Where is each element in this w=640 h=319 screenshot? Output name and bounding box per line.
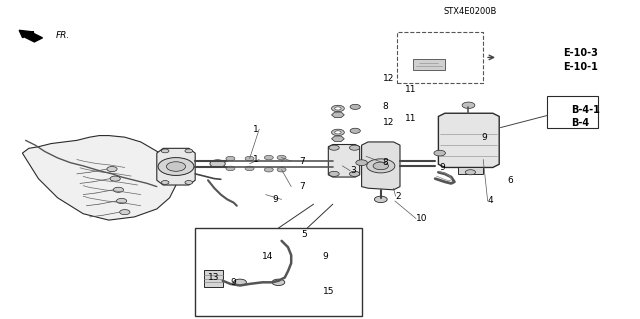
- Circle shape: [332, 129, 344, 136]
- Text: 7: 7: [299, 157, 305, 166]
- Circle shape: [234, 279, 246, 286]
- Text: STX4E0200B: STX4E0200B: [444, 7, 497, 16]
- Circle shape: [107, 167, 117, 172]
- Circle shape: [166, 162, 186, 171]
- Text: 1: 1: [253, 125, 259, 134]
- Circle shape: [264, 167, 273, 172]
- Bar: [547, 96, 598, 128]
- Polygon shape: [157, 148, 195, 185]
- Text: 9: 9: [322, 252, 328, 261]
- Text: 9: 9: [230, 278, 236, 287]
- FancyArrow shape: [19, 30, 42, 42]
- Circle shape: [158, 158, 194, 175]
- Circle shape: [332, 105, 344, 112]
- Circle shape: [120, 210, 130, 215]
- Circle shape: [185, 181, 193, 184]
- Circle shape: [329, 171, 339, 176]
- Circle shape: [374, 196, 387, 203]
- Circle shape: [462, 102, 475, 108]
- Text: 11: 11: [405, 114, 417, 122]
- Bar: [413, 59, 445, 70]
- Text: 7: 7: [299, 182, 305, 191]
- Circle shape: [272, 279, 285, 286]
- Text: B-4: B-4: [571, 118, 589, 128]
- Circle shape: [116, 198, 127, 204]
- Circle shape: [226, 156, 235, 161]
- Circle shape: [349, 171, 360, 176]
- Circle shape: [264, 155, 273, 160]
- Circle shape: [245, 166, 254, 171]
- Text: 15: 15: [323, 287, 335, 296]
- Text: 3: 3: [350, 166, 356, 175]
- Bar: [204, 270, 223, 287]
- Text: 1: 1: [253, 155, 259, 164]
- Text: E-10-3: E-10-3: [563, 48, 598, 58]
- Text: 13: 13: [208, 273, 220, 282]
- Text: 8: 8: [383, 102, 388, 111]
- Circle shape: [350, 128, 360, 133]
- Circle shape: [161, 149, 169, 153]
- Circle shape: [349, 145, 360, 150]
- Circle shape: [335, 107, 341, 110]
- Circle shape: [350, 104, 360, 109]
- Circle shape: [465, 170, 476, 175]
- Circle shape: [226, 166, 235, 171]
- Text: 9: 9: [481, 133, 487, 142]
- Polygon shape: [22, 136, 176, 220]
- Circle shape: [277, 167, 286, 172]
- Text: 10: 10: [416, 214, 428, 223]
- Text: 8: 8: [383, 158, 388, 167]
- Text: 9: 9: [272, 195, 278, 204]
- Polygon shape: [332, 136, 344, 142]
- Bar: [195, 228, 362, 316]
- Polygon shape: [332, 112, 344, 118]
- Circle shape: [185, 149, 193, 153]
- Bar: [458, 167, 483, 174]
- Polygon shape: [362, 142, 400, 190]
- Text: E-10-1: E-10-1: [563, 62, 598, 72]
- Text: FR.: FR.: [56, 31, 70, 40]
- Circle shape: [277, 155, 286, 160]
- Circle shape: [335, 131, 341, 134]
- Circle shape: [329, 145, 339, 150]
- Circle shape: [434, 150, 445, 156]
- Text: 9: 9: [440, 163, 445, 172]
- Circle shape: [110, 176, 120, 181]
- Text: B-4-1: B-4-1: [571, 105, 600, 115]
- Text: 5: 5: [301, 230, 307, 239]
- Polygon shape: [328, 145, 360, 177]
- Text: 11: 11: [405, 85, 417, 94]
- Text: 2: 2: [396, 192, 401, 201]
- Circle shape: [113, 187, 124, 192]
- Circle shape: [356, 160, 367, 166]
- Circle shape: [210, 160, 225, 167]
- Circle shape: [161, 181, 169, 184]
- Circle shape: [245, 156, 254, 161]
- Text: 6: 6: [508, 176, 513, 185]
- Text: 12: 12: [383, 74, 394, 83]
- Polygon shape: [438, 113, 499, 167]
- Text: 12: 12: [383, 118, 394, 127]
- Bar: [397, 32, 483, 83]
- Text: 4: 4: [488, 197, 493, 205]
- Circle shape: [373, 162, 388, 170]
- Circle shape: [367, 159, 395, 173]
- Text: 14: 14: [262, 252, 274, 261]
